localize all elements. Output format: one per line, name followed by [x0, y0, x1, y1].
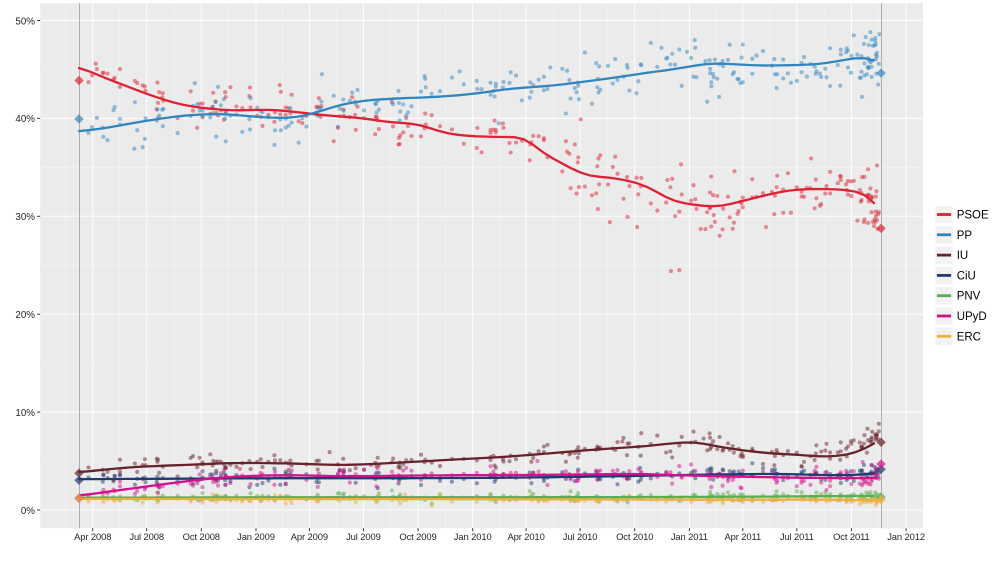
svg-text:PSOE: PSOE [957, 210, 989, 222]
svg-text:20%: 20% [15, 310, 35, 321]
svg-text:Jul 2009: Jul 2009 [346, 531, 381, 542]
svg-text:Apr 2011: Apr 2011 [725, 531, 762, 542]
svg-text:ERC: ERC [957, 331, 981, 343]
svg-text:PNV: PNV [957, 291, 981, 303]
svg-text:Oct 2010: Oct 2010 [616, 531, 653, 542]
svg-text:Jan 2009: Jan 2009 [237, 531, 275, 542]
svg-text:CiU: CiU [957, 270, 976, 282]
svg-text:10%: 10% [15, 408, 35, 419]
svg-text:Apr 2008: Apr 2008 [74, 531, 111, 542]
svg-text:PP: PP [957, 230, 973, 242]
svg-text:Apr 2009: Apr 2009 [291, 531, 328, 542]
svg-text:30%: 30% [15, 212, 35, 223]
svg-text:Jan 2010: Jan 2010 [454, 531, 492, 542]
svg-text:Oct 2011: Oct 2011 [833, 531, 870, 542]
svg-text:Jul 2010: Jul 2010 [563, 531, 598, 542]
svg-text:Oct 2009: Oct 2009 [399, 531, 436, 542]
svg-text:Oct 2008: Oct 2008 [183, 531, 220, 542]
svg-text:Apr 2010: Apr 2010 [507, 531, 544, 542]
svg-text:UPyD: UPyD [957, 311, 987, 323]
svg-text:Jul 2011: Jul 2011 [780, 531, 814, 542]
svg-text:IU: IU [957, 250, 969, 262]
svg-text:Jul 2008: Jul 2008 [129, 531, 164, 542]
svg-text:50%: 50% [15, 16, 35, 27]
svg-text:Jan 2011: Jan 2011 [671, 531, 708, 542]
svg-text:Jan 2012: Jan 2012 [887, 531, 925, 542]
svg-text:0%: 0% [21, 506, 35, 517]
svg-text:40%: 40% [15, 114, 35, 125]
